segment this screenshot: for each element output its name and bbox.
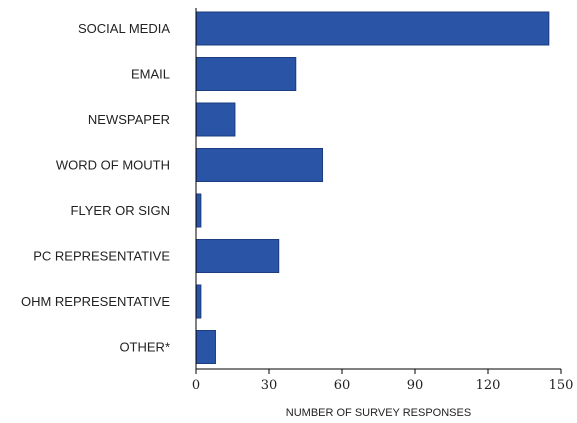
x-tick-label-0: 0 <box>192 378 200 393</box>
bar-2 <box>195 102 236 137</box>
category-label-6: OHM REPRESENTATIVE <box>21 294 170 309</box>
x-tick-label-3: 90 <box>407 378 424 393</box>
x-tick-label-1: 30 <box>261 378 278 393</box>
bar-0 <box>195 11 550 46</box>
category-label-5: PC REPRESENTATIVE <box>33 249 170 264</box>
category-label-1: EMAIL <box>131 67 170 82</box>
x-axis-ticks: 0 30 60 90 120 150 <box>192 369 574 393</box>
category-label-7: OTHER* <box>119 340 170 355</box>
category-label-4: FLYER OR SIGN <box>71 203 170 218</box>
bar-5 <box>195 239 280 273</box>
axes-group <box>195 8 561 370</box>
bar-3 <box>195 148 324 182</box>
category-label-0: SOCIAL MEDIA <box>78 21 170 36</box>
bar-4 <box>195 193 202 228</box>
x-tick-label-4: 120 <box>476 378 501 393</box>
bar-1 <box>195 57 297 91</box>
bar-7 <box>195 330 216 364</box>
x-axis-title: NUMBER OF SURVEY RESPONSES <box>286 407 471 419</box>
category-label-2: NEWSPAPER <box>88 112 170 127</box>
x-tick-label-5: 150 <box>549 378 574 393</box>
category-labels: SOCIAL MEDIA EMAIL NEWSPAPER WORD OF MOUTH F… <box>21 21 170 355</box>
bars-group <box>195 11 550 364</box>
category-label-3: WORD OF MOUTH <box>56 158 170 173</box>
bar-6 <box>195 284 202 319</box>
x-tick-label-2: 60 <box>334 378 351 393</box>
